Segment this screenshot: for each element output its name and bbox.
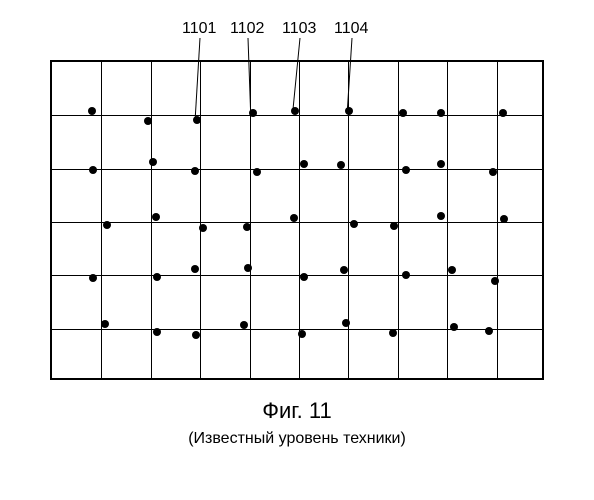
sample-dot <box>390 222 398 230</box>
sample-dot <box>152 213 160 221</box>
sample-dot <box>342 319 350 327</box>
sample-dot <box>345 107 353 115</box>
sample-dot <box>350 220 358 228</box>
sample-dot <box>243 223 251 231</box>
sample-dot <box>193 116 201 124</box>
sample-dot <box>291 107 299 115</box>
sample-dot <box>402 166 410 174</box>
grid-container <box>50 60 544 380</box>
sample-dot <box>144 117 152 125</box>
sample-dot <box>199 224 207 232</box>
sample-dot <box>437 160 445 168</box>
grid-hline <box>52 329 542 330</box>
sample-dot <box>191 167 199 175</box>
sample-dot <box>153 273 161 281</box>
grid-hline <box>52 222 542 223</box>
figure-title: Фиг. 11 <box>0 398 594 424</box>
grid-vline <box>398 62 399 378</box>
sample-dot <box>300 273 308 281</box>
sample-dot <box>103 221 111 229</box>
grid-frame <box>50 60 544 380</box>
sample-dot <box>340 266 348 274</box>
sample-dot <box>298 330 306 338</box>
sample-dot <box>191 265 199 273</box>
sample-dot <box>192 331 200 339</box>
grid-vline <box>200 62 201 378</box>
figure-subtitle: (Известный уровень техники) <box>0 430 594 448</box>
sample-dot <box>489 168 497 176</box>
sample-dot <box>240 321 248 329</box>
sample-dot <box>101 320 109 328</box>
grid-vline <box>101 62 102 378</box>
sample-dot <box>290 214 298 222</box>
grid-vline <box>447 62 448 378</box>
sample-dot <box>485 327 493 335</box>
sample-dot <box>500 215 508 223</box>
grid-vline <box>497 62 498 378</box>
sample-dot <box>153 328 161 336</box>
sample-dot <box>402 271 410 279</box>
sample-dot <box>448 266 456 274</box>
grid-hline <box>52 275 542 276</box>
sample-dot <box>499 109 507 117</box>
sample-dot <box>389 329 397 337</box>
label-1102: 1102 <box>230 20 264 38</box>
label-1104: 1104 <box>334 20 368 38</box>
sample-dot <box>89 274 97 282</box>
grid-vline <box>151 62 152 378</box>
sample-dot <box>244 264 252 272</box>
sample-dot <box>491 277 499 285</box>
sample-dot <box>149 158 157 166</box>
sample-dot <box>437 212 445 220</box>
label-1101: 1101 <box>182 20 216 38</box>
sample-dot <box>89 166 97 174</box>
sample-dot <box>249 109 257 117</box>
grid-hline <box>52 169 542 170</box>
grid-hline <box>52 115 542 116</box>
sample-dot <box>437 109 445 117</box>
sample-dot <box>88 107 96 115</box>
sample-dot <box>450 323 458 331</box>
sample-dot <box>337 161 345 169</box>
callout-labels: 1101 1102 1103 1104 <box>50 20 544 60</box>
sample-dot <box>253 168 261 176</box>
label-1103: 1103 <box>282 20 316 38</box>
sample-dot <box>399 109 407 117</box>
sample-dot <box>300 160 308 168</box>
